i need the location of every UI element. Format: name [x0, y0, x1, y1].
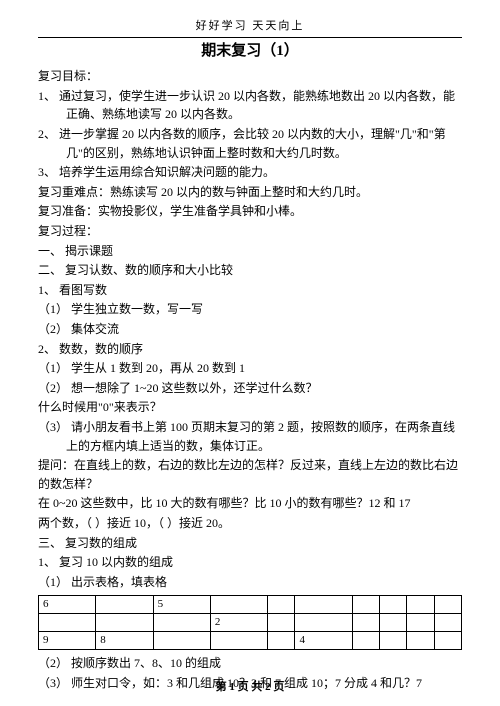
proc-3-1: 1、 复习 10 以内数的组成 — [38, 553, 462, 572]
section-goal-heading: 复习目标： — [38, 67, 462, 86]
composition-table: 6 52 98 4 — [38, 595, 462, 650]
page-footer: 第 1 页 共 2 页 — [0, 679, 500, 696]
proc-2-2a: （1） 学生从 1 数到 20，再从 20 数到 1 — [38, 359, 462, 378]
table-cell — [380, 632, 407, 650]
table-cell — [407, 632, 434, 650]
table-cell — [39, 614, 96, 632]
goal-item-2: 2、 进一步掌握 20 以内各数的顺序，会比较 20 以内数的大小，理解"几"和… — [38, 125, 462, 162]
table-cell — [153, 614, 210, 632]
table-cell — [295, 614, 352, 632]
prep-line: 复习准备：实物投影仪，学生准备学具钟和小棒。 — [38, 202, 462, 221]
table-cell — [434, 596, 461, 614]
process-heading: 复习过程： — [38, 222, 462, 241]
table-cell — [407, 596, 434, 614]
page-title: 期末复习（1） — [38, 40, 462, 63]
header-subtitle: 好好学习 天天向上 — [38, 18, 462, 35]
proc-2-2c: （3） 请小朋友看书上第 100 页期末复习的第 2 题，按照数的顺序，在两条直… — [38, 418, 462, 455]
table-cell — [268, 632, 295, 650]
table-cell — [352, 632, 379, 650]
table-cell — [96, 614, 153, 632]
table-cell — [407, 614, 434, 632]
proc-2-1: 1、 看图写数 — [38, 281, 462, 300]
table-cell: 6 — [39, 596, 96, 614]
table-cell — [153, 632, 210, 650]
table-cell: 9 — [39, 632, 96, 650]
table-cell — [268, 614, 295, 632]
ask-line: 提问：在直线上的数，右边的数比左边的怎样？反过来，直线上左边的数比右边的数怎样？ — [38, 456, 462, 493]
proc-2-2: 2、 数数，数的顺序 — [38, 340, 462, 359]
range-line: 在 0~20 这些数中，比 10 大的数有哪些？比 10 小的数有哪些？12 和… — [38, 494, 462, 513]
table-cell: 8 — [96, 632, 153, 650]
table-cell — [210, 632, 267, 650]
table-cell — [434, 614, 461, 632]
table-cell — [96, 596, 153, 614]
proc-3-1b: （2） 按顺序数出 7、8、10 的组成 — [38, 654, 462, 673]
proc-2: 二、 复习认数、数的顺序和大小比较 — [38, 261, 462, 280]
table-cell — [352, 614, 379, 632]
table-cell — [295, 596, 352, 614]
table-cell — [434, 632, 461, 650]
proc-3-1a: （1） 出示表格，填表格 — [38, 573, 462, 592]
table-cell — [268, 596, 295, 614]
difficulty-line: 复习重难点：熟练读写 20 以内的数与钟面上整时和大约几时。 — [38, 183, 462, 202]
table-cell — [380, 596, 407, 614]
table-cell: 2 — [210, 614, 267, 632]
proc-2-1a: （1） 学生独立数一数，写一写 — [38, 300, 462, 319]
table-cell: 4 — [295, 632, 352, 650]
table-cell — [352, 596, 379, 614]
proc-2-2b: （2） 想一想除了 1~20 这些数以外，还学过什么数？ — [38, 379, 462, 398]
proc-2-1b: （2） 集体交流 — [38, 320, 462, 339]
header-rule — [38, 37, 462, 38]
proc-3: 三、 复习数的组成 — [38, 534, 462, 553]
table-cell: 5 — [153, 596, 210, 614]
goal-item-3: 3、 培养学生运用综合知识解决问题的能力。 — [38, 163, 462, 182]
proc-1: 一、 揭示课题 — [38, 242, 462, 261]
question-zero: 什么时候用"0"来表示？ — [38, 398, 462, 417]
table-cell — [380, 614, 407, 632]
table-cell — [210, 596, 267, 614]
two-numbers-line: 两个数，（ ）接近 10，（ ）接近 20。 — [38, 514, 462, 533]
goal-item-1: 1、 通过复习，使学生进一步认识 20 以内各数，能熟练地数出 20 以内各数，… — [38, 87, 462, 124]
